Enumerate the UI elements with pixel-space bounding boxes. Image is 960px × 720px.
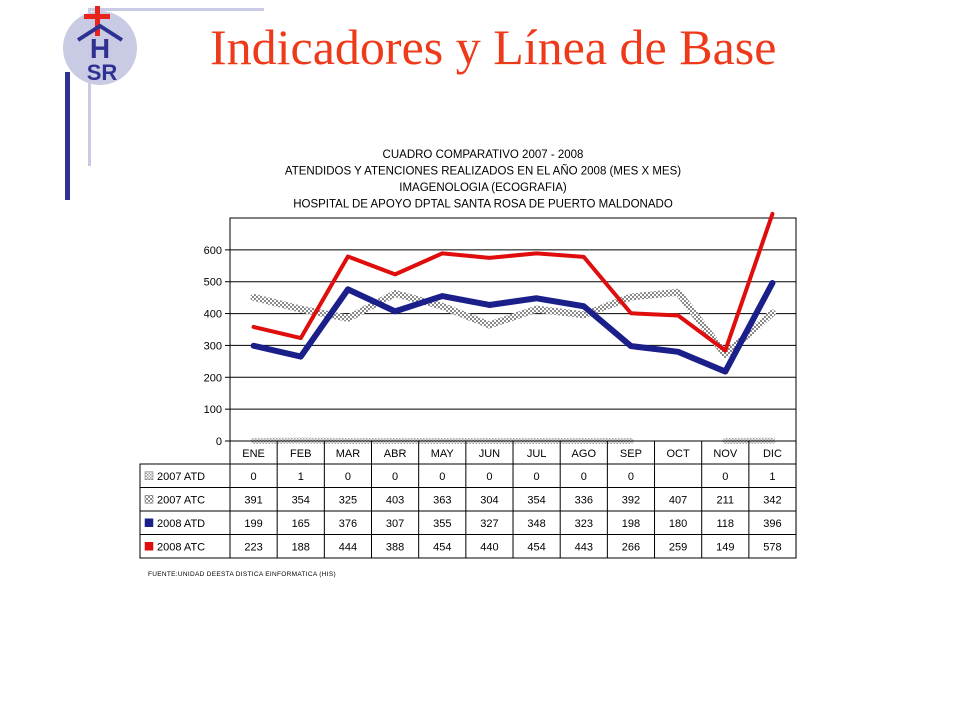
table-cell: 403: [386, 494, 404, 506]
table-cell: 323: [575, 518, 593, 530]
table-cell: 440: [480, 541, 498, 553]
chart-title-line: CUADRO COMPARATIVO 2007 - 2008: [383, 149, 584, 161]
y-tick-label: 200: [204, 372, 222, 384]
table-cell: 454: [433, 541, 451, 553]
table-cell: 407: [669, 494, 687, 506]
table-cell: 266: [622, 541, 640, 553]
x-tick-label: NOV: [713, 448, 738, 460]
table-cell: 376: [339, 518, 357, 530]
chart-title-line: ATENDIDOS Y ATENCIONES REALIZADOS EN EL …: [285, 165, 681, 178]
logo-letters-sr: SR: [87, 60, 118, 85]
x-tick-label: DIC: [763, 448, 782, 460]
legend-swatch: [144, 495, 154, 504]
x-tick-label: SEP: [620, 448, 642, 460]
chart-title-line: HOSPITAL DE APOYO DPTAL SANTA ROSA DE PU…: [293, 199, 673, 211]
table-cell: 354: [527, 494, 545, 506]
x-tick-label: OCT: [666, 448, 690, 460]
table-cell: 454: [527, 541, 545, 553]
table-cell: 0: [392, 471, 398, 483]
table-cell: 304: [480, 494, 498, 506]
table-cell: 342: [763, 494, 781, 506]
table-cell: 259: [669, 541, 687, 553]
y-tick-label: 100: [204, 404, 222, 416]
table-cell: 444: [339, 541, 357, 553]
table-cell: 396: [763, 518, 781, 530]
slide-title: Indicadores y Línea de Base: [210, 19, 777, 75]
table-cell: 198: [622, 518, 640, 530]
legend-label: 2008 ATD: [157, 518, 205, 530]
table-cell: 355: [433, 518, 451, 530]
x-tick-label: MAY: [431, 448, 455, 460]
series-line-2007-atc: [250, 288, 776, 359]
x-tick-label: AGO: [572, 448, 597, 460]
table-cell: 211: [717, 494, 735, 506]
table-cell: 0: [439, 471, 445, 483]
legend-swatch: [144, 471, 154, 480]
chart-title-line: IMAGENOLOGIA (ECOGRAFIA): [399, 182, 567, 194]
legend-label: 2007 ATC: [157, 494, 205, 506]
y-tick-label: 300: [204, 340, 222, 352]
table-cell: 118: [717, 518, 735, 530]
table-cell: 0: [534, 471, 540, 483]
table-cell: 348: [527, 518, 545, 530]
table-cell: 388: [386, 541, 404, 553]
table-cell: 307: [386, 518, 404, 530]
x-tick-label: JUL: [527, 448, 547, 460]
table-cell: 188: [292, 541, 310, 553]
y-tick-label: 400: [204, 309, 222, 321]
table-cell: 354: [292, 494, 310, 506]
table-cell: 363: [433, 494, 451, 506]
x-tick-label: ENE: [242, 448, 265, 460]
table-cell: 1: [298, 471, 304, 483]
table-cell: 223: [244, 541, 262, 553]
legend-label: 2007 ATD: [157, 471, 205, 483]
table-cell: 578: [763, 541, 781, 553]
x-tick-label: FEB: [290, 448, 311, 460]
table-cell: 327: [480, 518, 498, 530]
table-cell: 0: [251, 471, 257, 483]
table-cell: 325: [339, 494, 357, 506]
y-tick-label: 0: [216, 436, 222, 448]
table-cell: 336: [575, 494, 593, 506]
legend-label: 2008 ATC: [157, 541, 205, 553]
plot-area: [229, 217, 797, 442]
table-cell: 0: [345, 471, 351, 483]
table-cell: 199: [244, 518, 262, 530]
table-cell: 0: [486, 471, 492, 483]
source-note: FUENTE:UNIDAD DEESTA DISTICA EINFORMATIC…: [148, 571, 336, 578]
table-cell: 0: [581, 471, 587, 483]
series-line-2008-atd: [250, 279, 776, 375]
hospital-logo: H SR: [63, 6, 264, 200]
table-cell: 392: [622, 494, 640, 506]
series-line-2008-atc: [251, 211, 775, 353]
x-tick-label: ABR: [384, 448, 407, 460]
legend-swatch: [144, 542, 154, 551]
logo-letter-h: H: [90, 33, 110, 64]
x-tick-label: JUN: [479, 448, 500, 460]
table-cell: 0: [722, 471, 728, 483]
table-cell: 165: [292, 518, 310, 530]
table-cell: 180: [669, 518, 687, 530]
table-cell: 149: [716, 541, 734, 553]
table-cell: 0: [628, 471, 634, 483]
legend-swatch: [144, 518, 154, 527]
y-tick-label: 600: [204, 245, 222, 257]
y-tick-label: 500: [204, 277, 222, 289]
x-tick-label: MAR: [336, 448, 361, 460]
table-cell: 443: [575, 541, 593, 553]
table-cell: 391: [244, 494, 262, 506]
table-cell: 1: [769, 471, 775, 483]
